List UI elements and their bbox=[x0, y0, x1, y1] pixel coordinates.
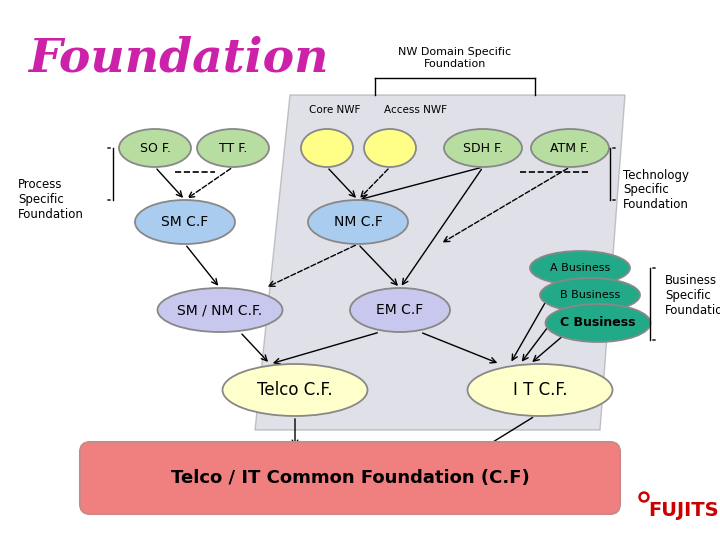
Text: SO F.: SO F. bbox=[140, 141, 171, 154]
Text: SM C.F: SM C.F bbox=[161, 215, 209, 229]
Text: Business
Specific
Foundation: Business Specific Foundation bbox=[665, 273, 720, 316]
Text: Process
Specific
Foundation: Process Specific Foundation bbox=[18, 179, 84, 221]
Polygon shape bbox=[255, 95, 625, 430]
Text: Core NWF: Core NWF bbox=[310, 105, 361, 115]
Text: Foundation: Foundation bbox=[28, 35, 328, 81]
Text: Telco C.F.: Telco C.F. bbox=[257, 381, 333, 399]
Circle shape bbox=[639, 492, 649, 502]
Text: EM C.F: EM C.F bbox=[377, 303, 423, 317]
Ellipse shape bbox=[301, 129, 353, 167]
Ellipse shape bbox=[197, 129, 269, 167]
Text: C Business: C Business bbox=[560, 316, 636, 329]
FancyBboxPatch shape bbox=[80, 442, 620, 514]
Ellipse shape bbox=[540, 278, 640, 312]
Text: NM C.F: NM C.F bbox=[333, 215, 382, 229]
Text: ATM F.: ATM F. bbox=[550, 141, 590, 154]
Ellipse shape bbox=[467, 364, 613, 416]
Ellipse shape bbox=[530, 251, 630, 285]
Ellipse shape bbox=[350, 288, 450, 332]
Ellipse shape bbox=[135, 200, 235, 244]
Text: Access NWF: Access NWF bbox=[384, 105, 446, 115]
Text: FUJITSU: FUJITSU bbox=[648, 501, 720, 519]
Ellipse shape bbox=[444, 129, 522, 167]
Ellipse shape bbox=[546, 304, 650, 342]
Text: I T C.F.: I T C.F. bbox=[513, 381, 567, 399]
Ellipse shape bbox=[222, 364, 367, 416]
Text: TT F.: TT F. bbox=[219, 141, 247, 154]
Text: Telco / IT Common Foundation (C.F): Telco / IT Common Foundation (C.F) bbox=[171, 469, 529, 487]
Text: SM / NM C.F.: SM / NM C.F. bbox=[177, 303, 263, 317]
Text: A Business: A Business bbox=[550, 263, 610, 273]
Text: Technology
Specific
Foundation: Technology Specific Foundation bbox=[623, 168, 689, 212]
Circle shape bbox=[642, 495, 647, 500]
Text: SDH F.: SDH F. bbox=[463, 141, 503, 154]
Ellipse shape bbox=[531, 129, 609, 167]
Ellipse shape bbox=[158, 288, 282, 332]
Ellipse shape bbox=[119, 129, 191, 167]
Text: B Business: B Business bbox=[560, 290, 620, 300]
Ellipse shape bbox=[308, 200, 408, 244]
Text: NW Domain Specific
Foundation: NW Domain Specific Foundation bbox=[398, 47, 512, 69]
Ellipse shape bbox=[364, 129, 416, 167]
